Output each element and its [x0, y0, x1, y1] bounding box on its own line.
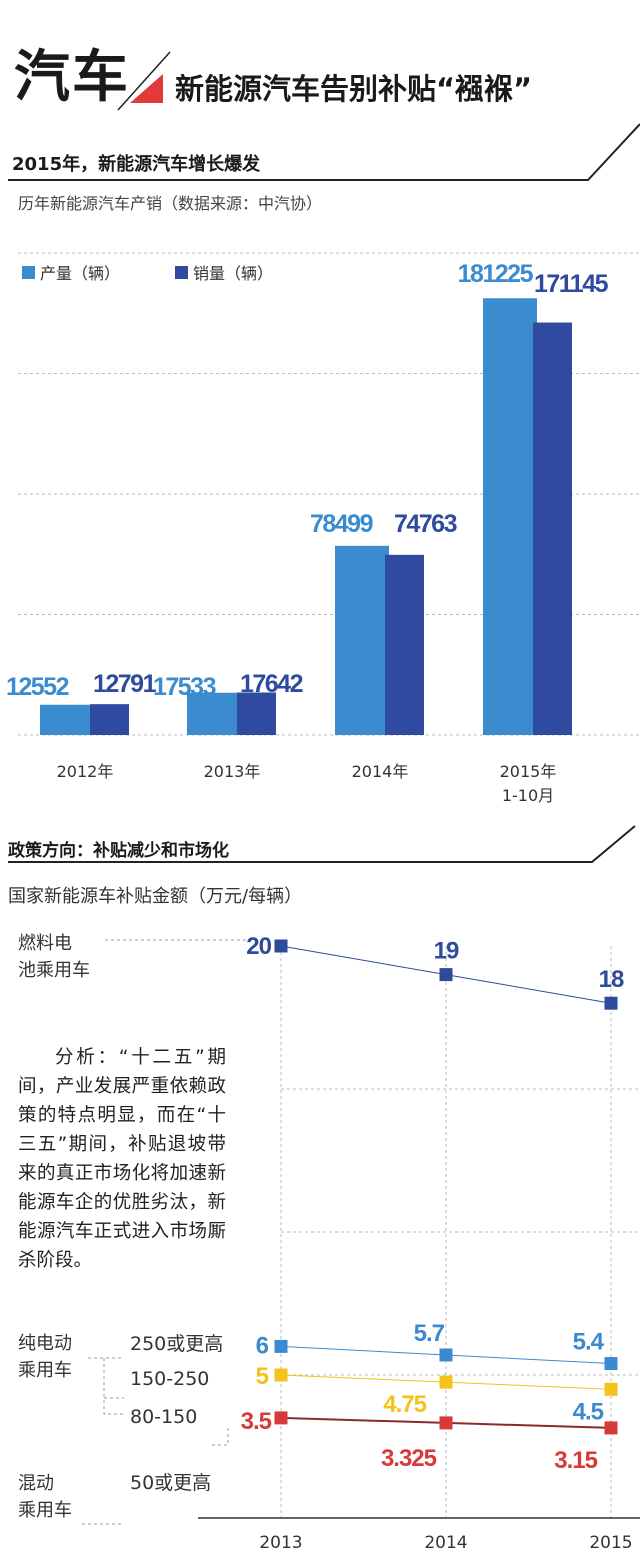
section1-subtitle: 历年新能源汽车产销（数据来源：中汽协）: [18, 194, 323, 213]
x-tick-label: 2014: [424, 1533, 467, 1553]
title-slash: [117, 51, 171, 111]
label-ev-150-250: 150-250: [130, 1368, 210, 1390]
x-tick-label: 2015: [589, 1533, 632, 1553]
legend-production: 产量（辆）: [22, 260, 120, 284]
data-label: 181225: [458, 260, 534, 288]
x-tick-label: 2014年: [352, 762, 409, 781]
data-label: 20: [246, 933, 271, 960]
label-hybrid-50: 50或更高: [130, 1472, 212, 1494]
data-point: [604, 1421, 618, 1435]
data-point: [439, 968, 453, 982]
x-tick-label: 1-10月: [502, 786, 554, 805]
label-line: 池乘用车: [18, 960, 90, 981]
section2-subtitle: 国家新能源车补贴金额（万元/每辆）: [8, 886, 303, 907]
label-line: 乘用车: [18, 1360, 72, 1381]
data-label: 17533: [153, 673, 216, 701]
bar-sales: [385, 554, 424, 735]
data-label: 4.5: [573, 1398, 604, 1425]
page-title: 新能源汽车告别补贴“襁褓”: [175, 72, 533, 106]
section1-rule: [8, 123, 640, 181]
label-line: 混动: [18, 1473, 54, 1494]
label-hybrid: 混动 乘用车: [18, 1470, 72, 1524]
legend-swatch: [175, 265, 188, 279]
data-label: 4.75: [383, 1391, 426, 1418]
bar-production: [483, 298, 537, 735]
x-tick-label: 2015年: [500, 762, 557, 781]
legend-swatch: [22, 265, 35, 279]
data-point: [604, 1357, 618, 1371]
label-fuel-cell: 燃料电 池乘用车: [18, 930, 90, 984]
data-label: 6: [256, 1332, 269, 1359]
label-ev-80-150: 80-150: [130, 1406, 198, 1428]
section2-title: 政策方向：补贴减少和市场化: [8, 841, 229, 861]
data-label: 3.15: [554, 1447, 597, 1474]
data-point: [604, 996, 618, 1010]
x-tick-label: 2012年: [57, 762, 114, 781]
data-label: 12791: [93, 670, 157, 698]
bar-sales: [533, 322, 572, 735]
data-point: [274, 1368, 288, 1382]
label-connectors: [82, 939, 255, 1525]
bar-production: [335, 545, 389, 735]
data-label: 78499: [310, 510, 373, 538]
red-triangle: [130, 74, 163, 103]
brand-title: 汽车: [14, 45, 130, 110]
data-label: 3.325: [381, 1445, 437, 1472]
data-label: 12552: [6, 673, 69, 701]
legend-label: 产量（辆）: [40, 264, 121, 283]
data-point: [274, 1411, 288, 1425]
data-label: 74763: [394, 510, 457, 538]
section2-rule: [8, 825, 636, 863]
x-tick-label: 2013: [259, 1533, 302, 1553]
bar-sales: [237, 692, 276, 735]
legend-sales: 销量（辆）: [175, 260, 273, 284]
data-point: [274, 1339, 288, 1353]
data-point: [274, 939, 288, 953]
label-ev: 纯电动 乘用车: [18, 1330, 72, 1384]
section1-title: 2015年，新能源汽车增长爆发: [12, 154, 261, 175]
data-label: 17642: [240, 670, 303, 698]
data-label: 5: [256, 1363, 269, 1390]
label-line: 纯电动: [18, 1333, 72, 1354]
data-point: [439, 1375, 453, 1389]
data-label: 19: [434, 938, 459, 965]
label-line: 燃料电: [18, 933, 72, 954]
bar-production: [187, 692, 241, 735]
data-label: 5.4: [573, 1329, 605, 1356]
label-ev-250: 250或更高: [130, 1333, 224, 1355]
legend-label: 销量（辆）: [193, 264, 274, 283]
bar-production: [40, 704, 94, 735]
label-line: 乘用车: [18, 1500, 72, 1521]
data-label: 18: [599, 966, 624, 993]
bar-sales: [90, 704, 129, 735]
analysis-text: 分析：“十二五”期间，产业发展严重依赖政策的特点明显，而在“十三五”期间，补贴退…: [18, 1047, 226, 1271]
data-label: 5.7: [414, 1320, 445, 1347]
data-point: [604, 1382, 618, 1396]
data-label: 3.5: [241, 1408, 272, 1435]
data-point: [439, 1348, 453, 1362]
x-tick-label: 2013年: [204, 762, 261, 781]
data-point: [439, 1416, 453, 1430]
data-label: 171145: [534, 270, 609, 298]
